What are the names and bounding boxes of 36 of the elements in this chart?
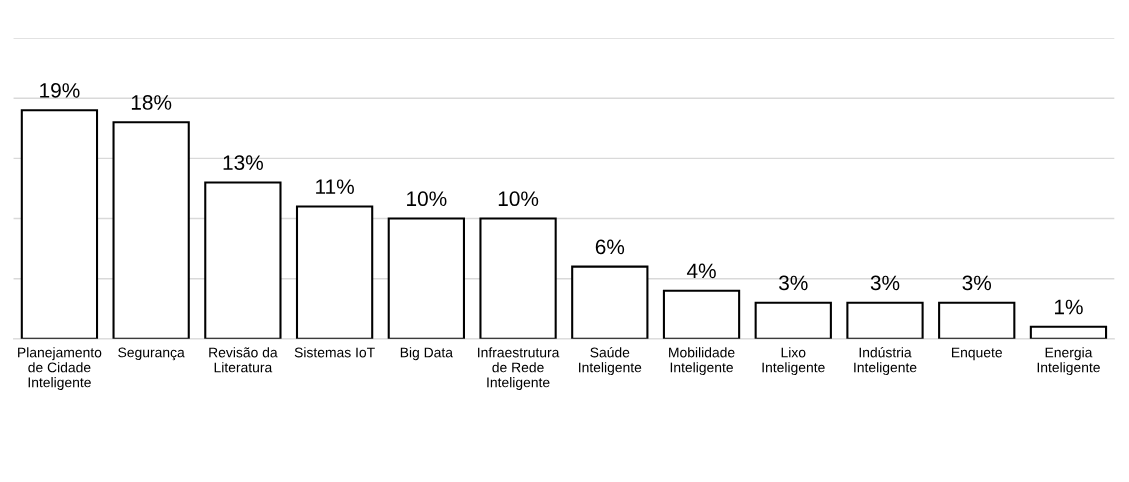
x-tick-label: Saúde Inteligente [579,347,642,376]
x-tick-label: Revisão da Literatura [209,347,278,373]
data-label: 13% [223,155,263,170]
data-label: 19% [40,83,80,98]
data-label: 3% [870,275,900,291]
x-tick-label: Mobilidade Inteligente [669,347,735,376]
bar [112,121,190,339]
bar [387,217,465,339]
data-label: 3% [962,275,992,291]
data-label: 6% [595,239,625,255]
bar [1029,325,1108,339]
data-label: 18% [131,95,172,110]
bar [754,301,832,339]
bar [938,301,1016,339]
bar [662,289,741,339]
x-tick-label: Indústria Inteligente [854,347,917,376]
bar [571,265,649,339]
x-tick-label: Big Data [400,347,453,361]
bar [20,109,99,339]
bar [204,181,282,339]
x-tick-label: Sistemas IoT [294,347,375,358]
data-label: 1% [1054,299,1083,315]
bar [846,301,924,339]
x-tick-label: Planejamento de Cidade Inteligente [18,347,102,391]
x-tick-label: Lixo Inteligente [762,347,825,376]
data-label: 3% [779,275,808,291]
x-tick-label: Energia Inteligente [1037,347,1100,376]
bar [295,205,374,339]
data-label: 11% [316,179,354,194]
x-tick-label: Infraestrutura de Rede Inteligente [478,347,560,391]
x-tick-label: Enquete [952,347,1002,361]
data-label: 4% [686,263,716,279]
data-label: 10% [407,191,447,207]
bar [479,217,557,339]
x-tick-label: Segurança [118,347,185,361]
data-label: 10% [498,191,539,207]
